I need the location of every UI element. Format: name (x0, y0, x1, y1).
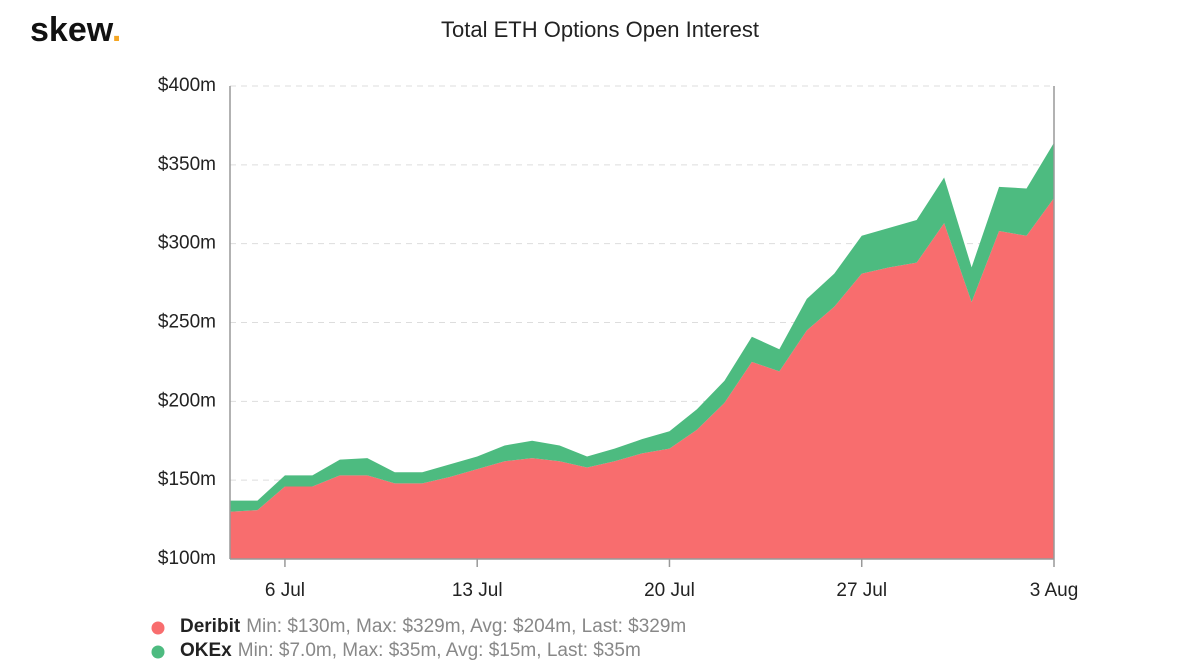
y-tick-label: $100m (158, 548, 216, 569)
y-tick-label: $200m (158, 390, 216, 411)
y-tick-label: $400m (158, 75, 216, 96)
legend-entry: Deribit Min: $130m, Max: $329m, Avg: $204… (180, 616, 686, 637)
logo-dot: . (112, 11, 121, 49)
legend-entry: OKEx Min: $7.0m, Max: $35m, Avg: $15m, La… (180, 640, 641, 661)
chart-title: Total ETH Options Open Interest (441, 17, 759, 42)
y-tick-label: $350m (158, 154, 216, 175)
area (230, 197, 1054, 559)
legend-dot (151, 645, 165, 659)
legend-name: OKEx (180, 640, 232, 661)
x-tick-label: 27 Jul (836, 580, 887, 601)
y-tick-label: $150m (158, 469, 216, 490)
legend-summary: Min: $7.0m, Max: $35m, Avg: $15m, Last: … (238, 640, 641, 661)
legend-dot (151, 621, 165, 635)
logo: skew. (30, 11, 121, 49)
y-tick-label: $250m (158, 312, 216, 333)
legend-name: Deribit (180, 616, 241, 637)
x-tick-label: 6 Jul (265, 580, 305, 601)
x-tick-label: 20 Jul (644, 580, 695, 601)
x-tick-label: 3 Aug (1030, 580, 1079, 601)
y-tick-label: $300m (158, 233, 216, 254)
x-tick-label: 13 Jul (452, 580, 503, 601)
legend-summary: Min: $130m, Max: $329m, Avg: $204m, Last… (246, 616, 686, 637)
logo-text: skew (30, 11, 114, 49)
